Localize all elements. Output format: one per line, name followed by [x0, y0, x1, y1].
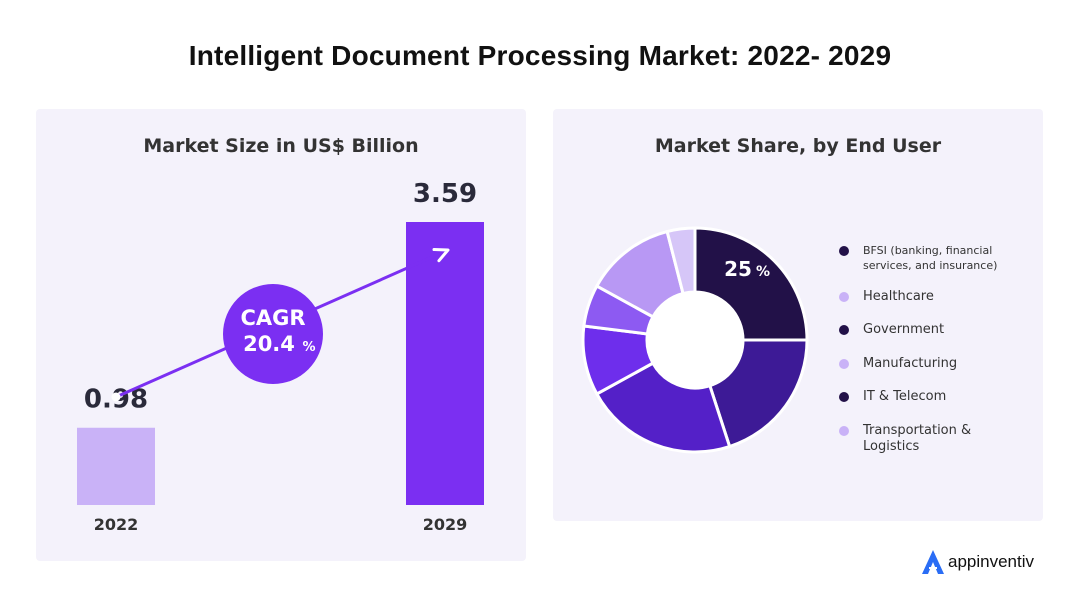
cagr-value: 20.4 [243, 332, 295, 356]
market-size-panel: Market Size in US$ Billion 0.9820223.592… [36, 109, 526, 561]
legend-item-0: BFSI (banking, financial services, and i… [839, 243, 1023, 273]
brand-name: appinventiv [948, 552, 1035, 571]
legend-swatch-5 [839, 426, 849, 436]
market-share-panel: Market Share, by End User 25% BFSI (bank… [553, 109, 1043, 521]
bar-2022 [77, 427, 155, 505]
legend-label-1: Healthcare [863, 289, 934, 304]
cagr-circle [223, 284, 323, 384]
market-size-title: Market Size in US$ Billion [143, 135, 419, 157]
legend-swatch-1 [839, 292, 849, 302]
legend-label-4: IT & Telecom [863, 389, 947, 404]
bar-category-label-2022: 2022 [94, 515, 139, 534]
legend-item-3: Manufacturing [839, 356, 1023, 372]
cagr-unit: % [302, 340, 315, 355]
cagr-label: CAGR [240, 306, 305, 330]
market-share-donut-chart: 25% [581, 226, 809, 454]
bar-category-label-2029: 2029 [423, 515, 468, 534]
page-title: Intelligent Document Processing Market: … [188, 40, 892, 71]
legend-item-2: Government [839, 322, 1023, 338]
donut-callout-value: 25 [724, 257, 752, 281]
legend-label-5: Transportation & Logistics [863, 423, 972, 454]
legend-label-3: Manufacturing [863, 356, 958, 371]
donut-slice-6 [665, 226, 697, 296]
bar-2029 [406, 222, 484, 505]
legend-label-0: BFSI (banking, financial services, and i… [863, 244, 998, 272]
appinventiv-logo: appinventiv [920, 548, 1034, 576]
donut-hole [648, 293, 742, 387]
legend-item-5: Transportation & Logistics [839, 423, 1023, 455]
legend-swatch-0 [839, 246, 849, 256]
growth-arrow-head [432, 248, 450, 263]
donut-slice-2 [594, 361, 732, 454]
legend-swatch-2 [839, 325, 849, 335]
legend-swatch-4 [839, 392, 849, 402]
legend-label-2: Government [863, 322, 945, 337]
market-share-title: Market Share, by End User [654, 135, 942, 157]
legend-item-1: Healthcare [839, 289, 1023, 305]
legend-item-4: IT & Telecom [839, 389, 1023, 405]
appinventiv-logo-icon [922, 550, 944, 574]
growth-arrow-start-dot [111, 392, 121, 402]
donut-callout-unit: % [756, 264, 770, 280]
donut-slice-0 [693, 226, 809, 342]
bar-value-label-2029: 3.59 [413, 179, 477, 209]
legend-swatch-3 [839, 359, 849, 369]
donut-slice-1 [707, 338, 809, 449]
